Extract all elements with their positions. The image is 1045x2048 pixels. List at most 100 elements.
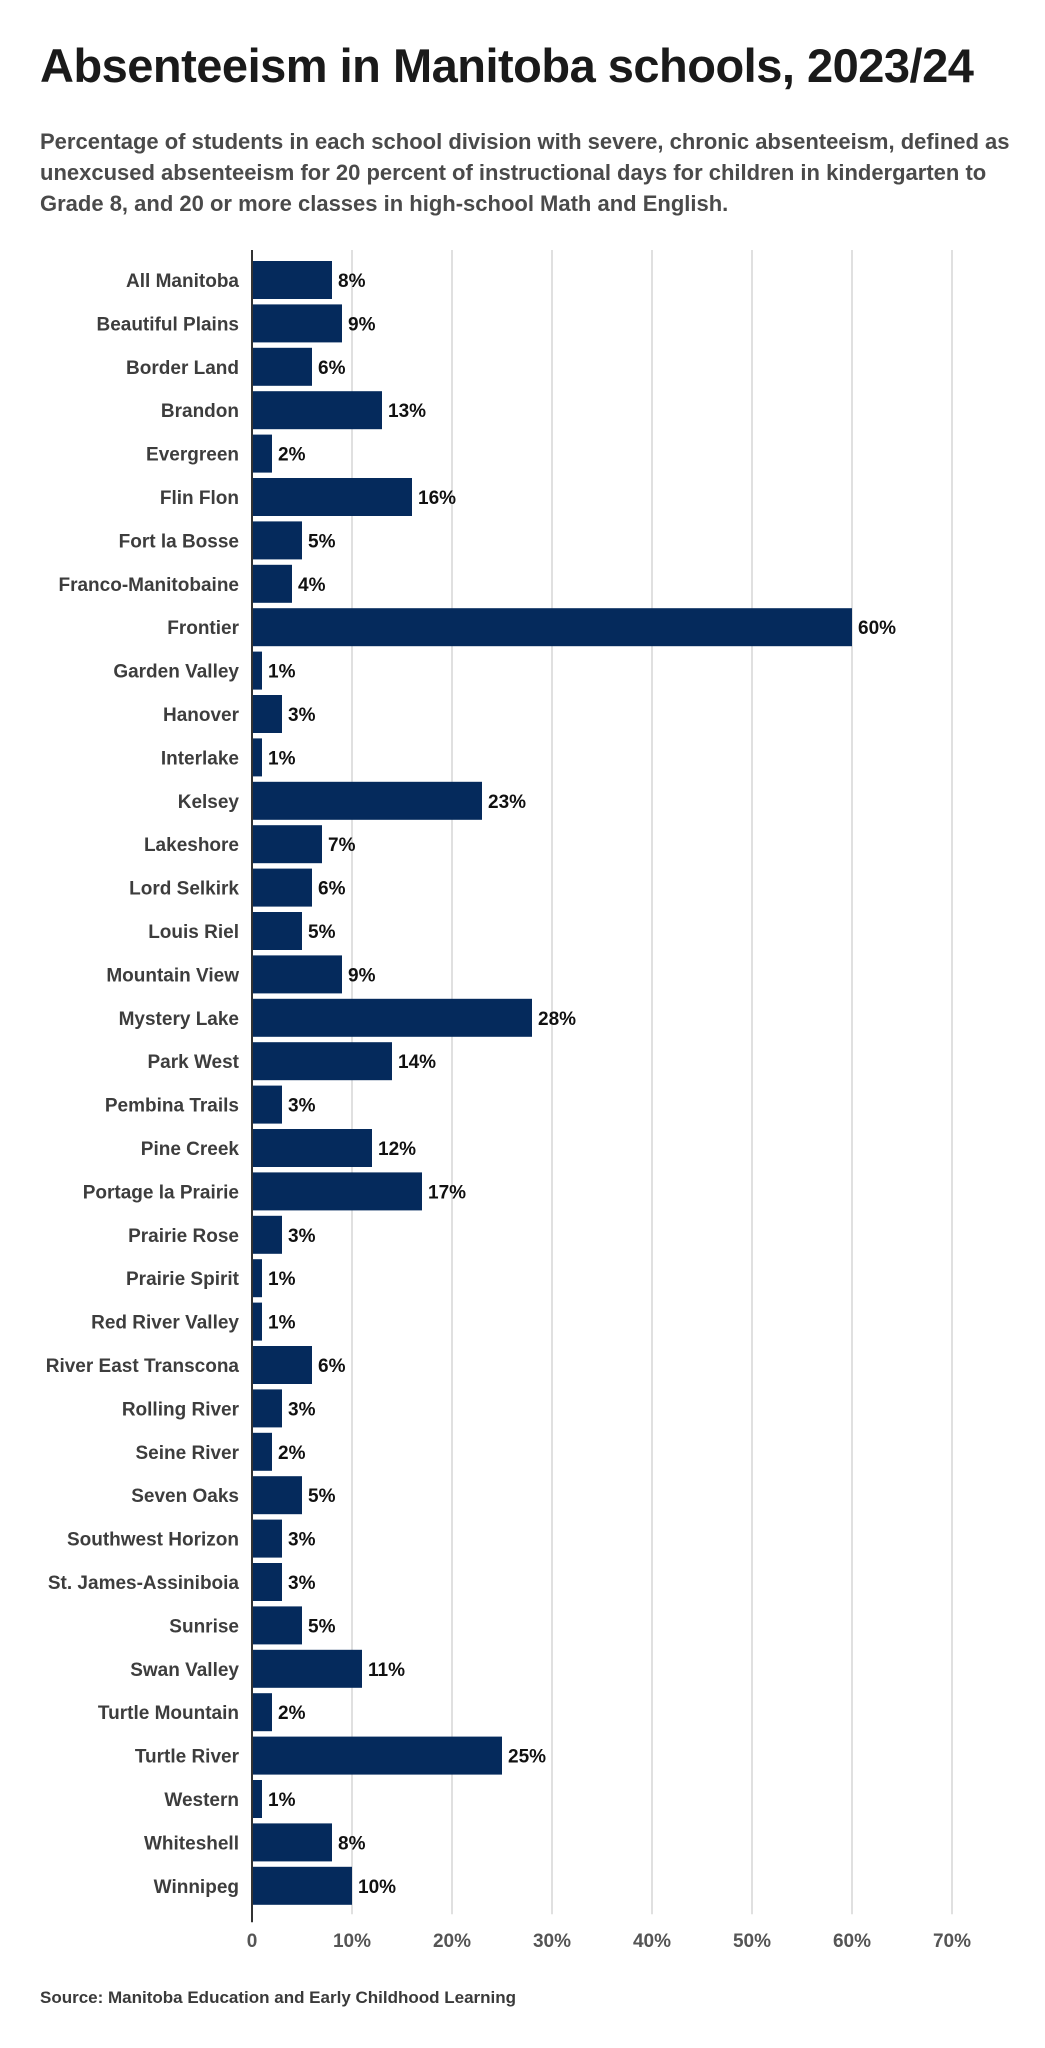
value-label: 6% bbox=[318, 1356, 346, 1377]
value-label: 3% bbox=[288, 1399, 316, 1420]
category-label: Turtle River bbox=[135, 1747, 240, 1768]
bar bbox=[252, 1302, 262, 1341]
bar bbox=[252, 1389, 282, 1428]
category-label: Border Land bbox=[126, 358, 239, 379]
category-label: Mountain View bbox=[106, 965, 239, 986]
bar bbox=[252, 1172, 422, 1211]
bar bbox=[252, 261, 332, 299]
x-tick-label: 10% bbox=[333, 1931, 371, 1952]
bar bbox=[252, 1823, 332, 1862]
chart-title: Absenteeism in Manitoba schools, 2023/24 bbox=[40, 39, 974, 92]
category-label: Prairie Spirit bbox=[126, 1269, 240, 1290]
category-labels: All Manitoba Beautiful Plains Border Land B… bbox=[46, 271, 240, 1898]
value-label: 16% bbox=[418, 488, 456, 509]
grid-lines bbox=[351, 250, 953, 1915]
bars bbox=[252, 261, 852, 1905]
chart-subtitle: Percentage of students in each school di… bbox=[40, 129, 1010, 216]
value-label: 8% bbox=[338, 1833, 366, 1854]
value-label: 1% bbox=[268, 1313, 296, 1334]
category-label: Rolling River bbox=[122, 1399, 240, 1420]
bar bbox=[252, 564, 292, 603]
value-label: 5% bbox=[308, 1616, 336, 1637]
category-label: Garden Valley bbox=[113, 662, 239, 683]
category-label: Whiteshell bbox=[144, 1833, 239, 1854]
bar bbox=[252, 1563, 282, 1601]
value-label: 3% bbox=[288, 1530, 316, 1551]
x-tick-label: 40% bbox=[633, 1931, 671, 1952]
bar bbox=[252, 1606, 302, 1645]
bar bbox=[252, 1649, 362, 1688]
bar bbox=[252, 912, 302, 950]
category-label: Louis Riel bbox=[148, 922, 239, 943]
bar bbox=[252, 1780, 262, 1818]
value-label: 1% bbox=[268, 748, 296, 769]
category-label: Flin Flon bbox=[160, 488, 239, 509]
bar bbox=[252, 1129, 372, 1167]
value-label: 28% bbox=[538, 1009, 576, 1030]
x-tick-label: 20% bbox=[433, 1931, 471, 1952]
bar bbox=[252, 347, 312, 386]
bar bbox=[252, 738, 262, 777]
value-label: 23% bbox=[488, 792, 526, 813]
value-label: 2% bbox=[278, 1703, 306, 1724]
bar bbox=[252, 304, 342, 343]
category-label: Hanover bbox=[163, 705, 240, 726]
bar bbox=[252, 391, 382, 430]
category-label: Evergreen bbox=[146, 445, 239, 466]
bar-chart: All Manitoba Beautiful Plains Border Land B… bbox=[46, 250, 971, 1952]
bar bbox=[252, 478, 412, 516]
value-label: 9% bbox=[348, 314, 376, 335]
category-label: Pembina Trails bbox=[105, 1096, 239, 1117]
value-label: 25% bbox=[508, 1747, 546, 1768]
value-label: 5% bbox=[308, 922, 336, 943]
category-label: Beautiful Plains bbox=[96, 314, 239, 335]
category-label: Red River Valley bbox=[91, 1313, 239, 1334]
bar bbox=[252, 998, 532, 1037]
source-note: Source: Manitoba Education and Early Chi… bbox=[40, 1988, 517, 2007]
x-tick-label: 50% bbox=[733, 1931, 771, 1952]
category-label: Swan Valley bbox=[130, 1660, 239, 1681]
x-tick-label: 60% bbox=[833, 1931, 871, 1952]
value-label: 8% bbox=[338, 271, 366, 292]
bar bbox=[252, 955, 342, 994]
category-label: Lakeshore bbox=[144, 835, 239, 856]
bar bbox=[252, 695, 282, 733]
x-tick-label: 0 bbox=[247, 1931, 258, 1952]
bar bbox=[252, 434, 272, 473]
value-label: 5% bbox=[308, 531, 336, 552]
category-label: Fort la Bosse bbox=[119, 531, 239, 552]
value-label: 3% bbox=[288, 1573, 316, 1594]
value-label: 1% bbox=[268, 1269, 296, 1290]
category-label: Portage la Prairie bbox=[83, 1182, 239, 1203]
category-label: Winnipeg bbox=[154, 1877, 239, 1898]
value-label: 2% bbox=[278, 1443, 306, 1464]
bar bbox=[252, 1693, 272, 1732]
category-label: St. James-Assiniboia bbox=[48, 1573, 240, 1594]
category-label: Turtle Mountain bbox=[98, 1703, 239, 1724]
value-label: 2% bbox=[278, 445, 306, 466]
bar bbox=[252, 1736, 502, 1775]
category-label: Seine River bbox=[136, 1443, 240, 1464]
bar bbox=[252, 868, 312, 907]
value-label: 3% bbox=[288, 1096, 316, 1117]
category-label: Sunrise bbox=[169, 1616, 239, 1637]
category-label: Pine Creek bbox=[141, 1139, 240, 1160]
value-label: 7% bbox=[328, 835, 356, 856]
value-label: 13% bbox=[388, 401, 426, 422]
bar bbox=[252, 1042, 392, 1081]
value-label: 5% bbox=[308, 1486, 336, 1507]
value-label: 17% bbox=[428, 1182, 466, 1203]
category-label: Kelsey bbox=[178, 792, 240, 813]
value-label: 11% bbox=[368, 1660, 405, 1681]
category-label: Lord Selkirk bbox=[129, 879, 239, 900]
category-label: Western bbox=[164, 1790, 239, 1811]
x-axis-tick-labels: 0 10% 20% 30% 40% 50% 60% 70% bbox=[247, 1931, 971, 1952]
bar bbox=[252, 1259, 262, 1298]
value-label: 6% bbox=[318, 879, 346, 900]
category-label: Franco-Manitobaine bbox=[58, 575, 239, 596]
bar bbox=[252, 1519, 282, 1558]
category-label: Interlake bbox=[161, 748, 239, 769]
value-labels: 8% 9% 6% 13% 2% 16% 5% 4% 60% 1% 3% 1% 23% 7% 6% 5% 9% 28… bbox=[268, 271, 896, 1898]
bar bbox=[252, 651, 262, 690]
category-label: Brandon bbox=[161, 401, 239, 422]
